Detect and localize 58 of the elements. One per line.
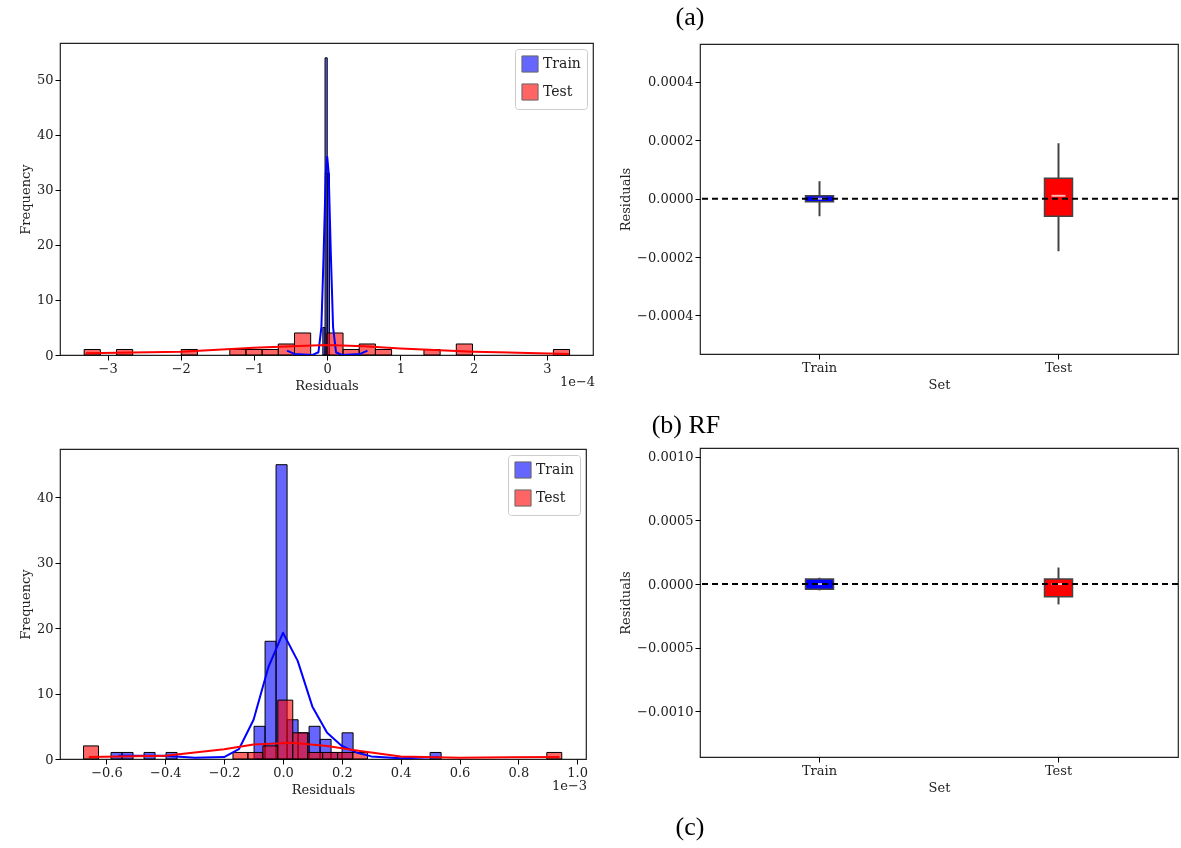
x-tick-label: Train bbox=[801, 359, 838, 375]
x-axis-title: Residuals bbox=[295, 377, 359, 393]
y-axis-title: Residuals bbox=[618, 571, 634, 635]
x-tick-label: −3 bbox=[98, 360, 118, 376]
y-tick-label: 50 bbox=[36, 72, 54, 88]
y-tick-label: 0.0002 bbox=[648, 132, 694, 148]
y-tick-label: −0.0010 bbox=[637, 703, 694, 719]
x-tick-label: −0.2 bbox=[208, 764, 241, 780]
text: (b) RF bbox=[651, 410, 721, 440]
x-tick-label: 2 bbox=[470, 360, 479, 376]
x-tick-label: −0.4 bbox=[150, 764, 182, 780]
y-tick-label: 20 bbox=[36, 237, 54, 253]
text: 1e−3 bbox=[552, 778, 588, 793]
legend-label: Test bbox=[536, 489, 566, 505]
x-tick-label: −2 bbox=[171, 360, 191, 376]
x-tick-label: 0.6 bbox=[449, 764, 471, 780]
y-tick-label: 0 bbox=[45, 347, 54, 363]
legend-label: Train bbox=[543, 55, 581, 71]
text: (c) bbox=[675, 812, 705, 842]
y-axis-title: Residuals bbox=[618, 167, 634, 232]
x-tick-label: 3 bbox=[543, 360, 552, 376]
y-tick-label: 0.0010 bbox=[648, 449, 694, 465]
y-tick-label: −0.0002 bbox=[637, 249, 694, 265]
legend-label: Test bbox=[543, 83, 573, 99]
y-tick-label: 0.0005 bbox=[648, 512, 694, 528]
x-tick-label: Test bbox=[1044, 359, 1073, 375]
x-tick-label: 0.4 bbox=[390, 764, 412, 780]
y-axis-title: Frequency bbox=[17, 568, 33, 640]
text: (a) bbox=[675, 2, 705, 32]
x-axis-title: Set bbox=[928, 779, 952, 795]
x-tick-label: 0.2 bbox=[331, 764, 353, 780]
x-tick-label: 0.8 bbox=[508, 764, 530, 780]
x-axis-title: Set bbox=[928, 376, 952, 392]
x-tick-label: 1 bbox=[396, 360, 406, 376]
y-tick-label: 0.0000 bbox=[648, 576, 694, 592]
x-tick-label: 0 bbox=[323, 360, 332, 376]
y-tick-label: 40 bbox=[36, 127, 54, 143]
y-tick-label: 30 bbox=[36, 182, 54, 198]
y-tick-label: −0.0004 bbox=[637, 307, 694, 323]
y-tick-label: 40 bbox=[36, 489, 54, 505]
text: 1e−4 bbox=[560, 374, 596, 389]
y-tick-label: 0.0000 bbox=[648, 191, 694, 207]
y-tick-label: 10 bbox=[36, 686, 54, 702]
x-axis-title: Residuals bbox=[291, 781, 356, 797]
x-tick-label: 1.0 bbox=[567, 764, 589, 780]
x-tick-label: −0.6 bbox=[91, 764, 123, 780]
x-tick-label: −1 bbox=[244, 360, 265, 376]
y-tick-label: 0 bbox=[45, 751, 54, 767]
legend-label: Train bbox=[536, 461, 574, 477]
x-tick-label: 0.0 bbox=[273, 764, 294, 780]
x-tick-label: Train bbox=[801, 762, 838, 778]
y-axis-title: Frequency bbox=[17, 163, 33, 235]
y-tick-label: 10 bbox=[36, 292, 54, 308]
y-tick-label: 30 bbox=[36, 555, 54, 571]
y-tick-label: −0.0005 bbox=[637, 640, 694, 656]
x-tick-label: Test bbox=[1044, 762, 1073, 778]
y-tick-label: 20 bbox=[36, 620, 54, 636]
y-tick-label: 0.0004 bbox=[648, 74, 694, 90]
